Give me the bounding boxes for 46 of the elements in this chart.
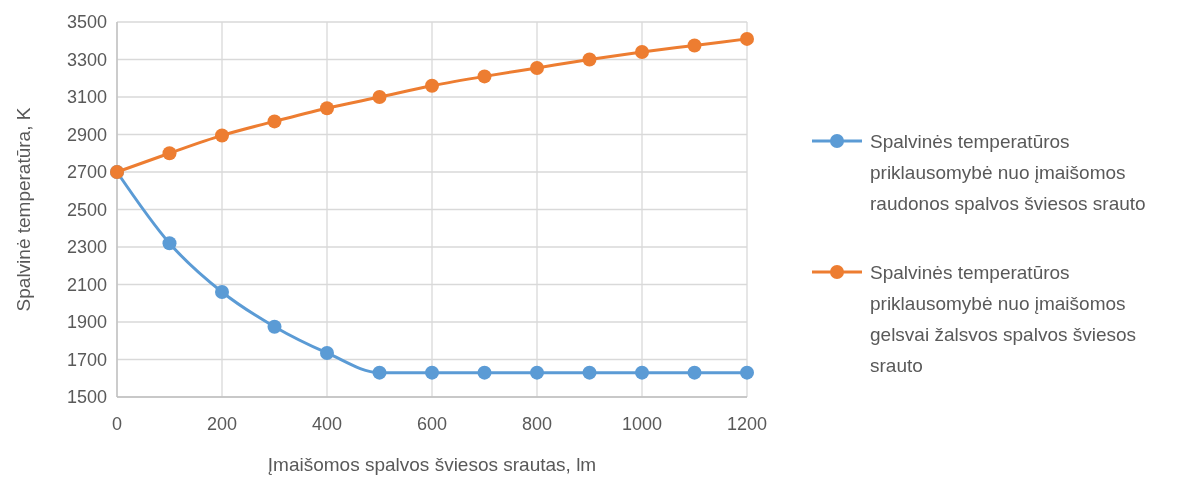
- point: [687, 38, 702, 53]
- y-tick-label: 2700: [66, 162, 107, 183]
- point: [425, 78, 439, 93]
- x-axis-title: Įmaišomos spalvos šviesos srautas, lm: [267, 454, 597, 475]
- point: [162, 236, 177, 251]
- y-tick-label: 2500: [66, 199, 107, 220]
- x-tick-label: 400: [311, 414, 343, 434]
- y-tick-label: 3500: [66, 12, 107, 33]
- point: [372, 365, 387, 380]
- point: [582, 52, 597, 67]
- y-tick-label: 2100: [66, 274, 107, 295]
- legend-label: Spalvinės temperatūros priklausomybė nuo įmaišomos gelsvai žalsvos spalvos šviesos srauto: [870, 262, 1137, 376]
- point: [477, 69, 492, 84]
- x-tick-label: 1000: [621, 414, 663, 434]
- point: [320, 345, 334, 360]
- legend-label: Spalvinės temperatūros priklausomybė nuo įmaišomos raudonos spalvos šviesos srauto: [870, 131, 1146, 214]
- y-tick-label: 1700: [66, 349, 107, 370]
- point: [635, 365, 649, 380]
- point: [477, 365, 492, 380]
- point: [320, 101, 334, 116]
- y-tick-label: 2300: [66, 237, 107, 258]
- y-tick-label: 3100: [66, 87, 107, 108]
- point: [215, 128, 229, 143]
- point: [215, 285, 229, 299]
- point: [530, 60, 544, 75]
- y-tick-label: 1500: [66, 387, 107, 408]
- x-tick-label: 600: [416, 414, 448, 434]
- point: [635, 45, 649, 59]
- y-axis-title: Spalvinė temperatūra, K: [13, 107, 34, 312]
- point: [162, 146, 177, 161]
- y-tick-label: 2900: [66, 124, 107, 145]
- point: [267, 319, 282, 334]
- point: [372, 90, 387, 104]
- point: [582, 365, 597, 380]
- point: [425, 365, 439, 380]
- point: [267, 114, 282, 129]
- point: [687, 365, 702, 380]
- point: [530, 365, 544, 380]
- y-tick-label: 1900: [66, 312, 107, 333]
- x-tick-label: 800: [521, 414, 553, 434]
- x-tick-label: 1200: [726, 414, 768, 434]
- y-tick-label: 3300: [66, 49, 107, 70]
- x-tick-label: 0: [111, 414, 123, 434]
- x-tick-label: 200: [206, 414, 238, 434]
- point: [740, 31, 754, 46]
- point: [740, 365, 754, 380]
